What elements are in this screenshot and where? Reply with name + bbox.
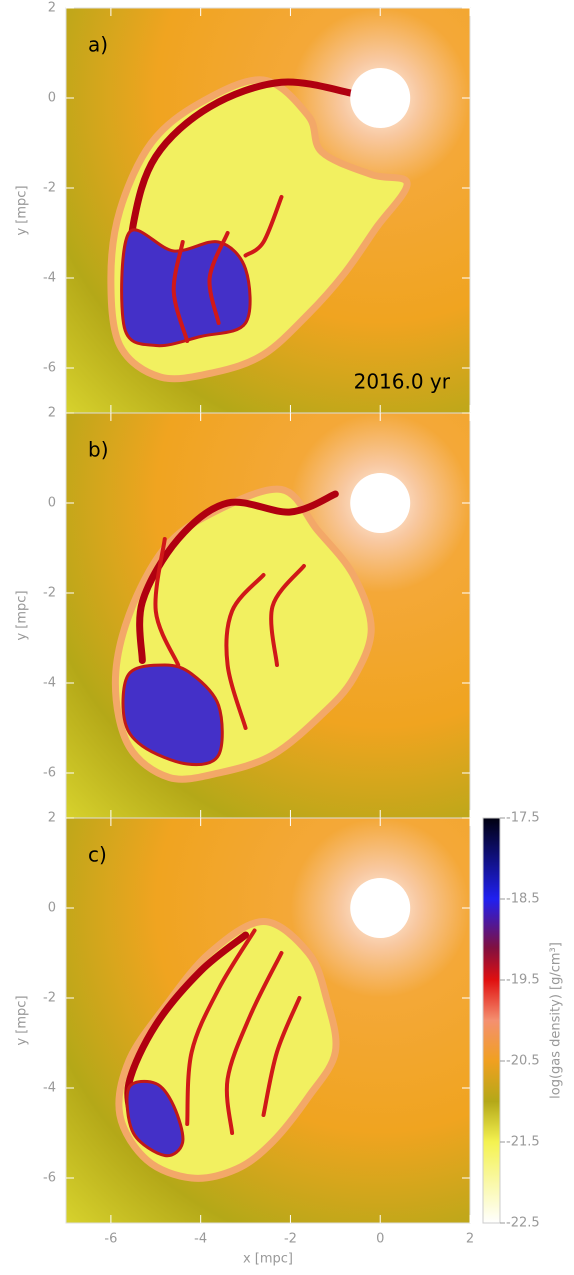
panel bbox=[66, 413, 470, 818]
panel-label: a) bbox=[88, 33, 108, 57]
gas-filament bbox=[185, 928, 257, 1126]
annotation: 2016.0 yr bbox=[354, 370, 451, 394]
y-tick-label: -2 bbox=[43, 586, 56, 601]
gas-filament bbox=[261, 996, 302, 1117]
plot-frame bbox=[65, 817, 471, 1224]
gas-core bbox=[121, 663, 224, 767]
gas-filament bbox=[224, 951, 284, 1135]
y-tick-label: -2 bbox=[43, 991, 56, 1006]
star bbox=[350, 473, 411, 533]
colorbar bbox=[482, 817, 501, 1224]
colorbar-label: log(gas density) [g/cm³] bbox=[549, 942, 564, 1099]
x-tick-label: -2 bbox=[284, 1232, 297, 1247]
x-tick-label: 2 bbox=[466, 1232, 474, 1247]
y-tick-label: 0 bbox=[48, 496, 56, 511]
colorbar-tick-label: -22.5 bbox=[506, 1216, 540, 1231]
colorbar-tick-label: -19.5 bbox=[506, 973, 540, 988]
y-tick-label: -2 bbox=[43, 181, 56, 196]
y-tick-label: 2 bbox=[48, 811, 56, 826]
y-tick-label: 0 bbox=[48, 901, 56, 916]
colorbar-tick-label: -18.5 bbox=[506, 892, 540, 907]
x-axis-label: x [mpc] bbox=[243, 1252, 293, 1267]
gas-filament bbox=[171, 240, 190, 343]
panel bbox=[66, 818, 470, 1223]
gas-filament bbox=[224, 573, 266, 730]
x-tick-label: 0 bbox=[376, 1232, 384, 1247]
y-tick-label: -4 bbox=[43, 271, 56, 286]
colorbar-tick-label: -21.5 bbox=[506, 1135, 540, 1150]
gas-filament bbox=[153, 537, 181, 667]
gas-core bbox=[125, 1079, 185, 1158]
y-tick-label: -6 bbox=[43, 1171, 56, 1186]
y-axis-label: y [mpc] bbox=[15, 185, 30, 235]
y-tick-label: -6 bbox=[43, 766, 56, 781]
gas-filament bbox=[207, 231, 230, 325]
panel bbox=[66, 8, 470, 413]
gas-arc bbox=[136, 490, 339, 664]
panel-label: c) bbox=[88, 843, 107, 867]
star bbox=[350, 68, 411, 128]
colorbar-tick-label: -17.5 bbox=[506, 811, 540, 826]
y-tick-label: -4 bbox=[43, 1081, 56, 1096]
y-tick-label: 2 bbox=[48, 1, 56, 16]
colorbar-tick-label: -20.5 bbox=[506, 1054, 540, 1069]
x-tick-label: -4 bbox=[194, 1232, 207, 1247]
star bbox=[350, 878, 411, 938]
gas-filament bbox=[269, 564, 306, 667]
y-tick-label: 2 bbox=[48, 406, 56, 421]
y-axis-label: y [mpc] bbox=[15, 590, 30, 640]
y-tick-label: 0 bbox=[48, 91, 56, 106]
gas-filament bbox=[243, 195, 284, 258]
y-tick-label: -6 bbox=[43, 361, 56, 376]
y-tick-label: -4 bbox=[43, 676, 56, 691]
panel-label: b) bbox=[88, 438, 109, 462]
y-axis-label: y [mpc] bbox=[15, 995, 30, 1045]
x-tick-label: -6 bbox=[104, 1232, 117, 1247]
